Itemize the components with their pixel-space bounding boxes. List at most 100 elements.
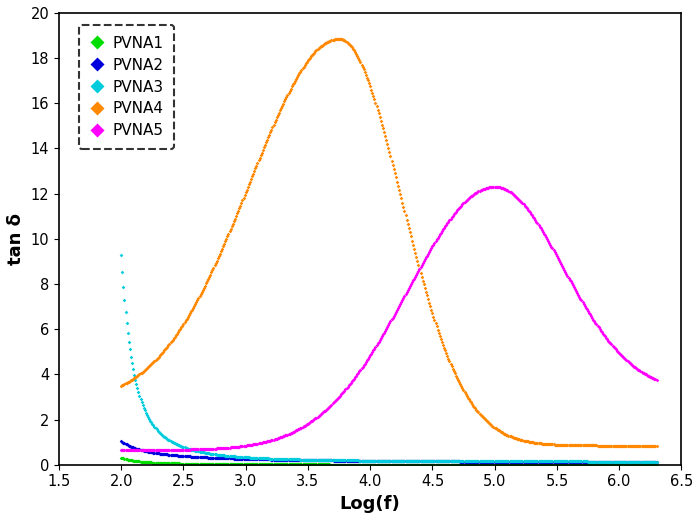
PVNA5	[546, 242, 557, 251]
PVNA4	[480, 415, 491, 424]
PVNA5	[552, 254, 564, 262]
PVNA2	[398, 457, 409, 465]
PVNA1	[136, 458, 147, 466]
PVNA4	[125, 376, 136, 384]
PVNA3	[284, 455, 295, 463]
PVNA3	[454, 457, 466, 465]
PVNA1	[321, 460, 332, 469]
PVNA1	[610, 461, 622, 469]
PVNA3	[304, 456, 316, 464]
PVNA2	[123, 441, 134, 450]
PVNA2	[639, 458, 650, 466]
PVNA1	[482, 461, 493, 469]
PVNA2	[383, 457, 394, 465]
PVNA4	[255, 151, 266, 160]
PVNA2	[120, 440, 131, 448]
PVNA5	[573, 291, 584, 299]
PVNA2	[266, 456, 277, 464]
PVNA3	[399, 457, 410, 465]
PVNA1	[196, 460, 207, 468]
PVNA1	[518, 461, 529, 469]
PVNA2	[595, 458, 606, 466]
PVNA1	[160, 459, 171, 467]
PVNA2	[436, 457, 447, 465]
PVNA2	[584, 458, 596, 466]
PVNA5	[297, 423, 308, 431]
PVNA4	[445, 360, 456, 368]
PVNA3	[611, 458, 622, 466]
PVNA5	[413, 267, 424, 275]
PVNA1	[470, 461, 482, 469]
PVNA4	[148, 358, 159, 366]
PVNA1	[346, 460, 358, 469]
PVNA2	[369, 457, 380, 465]
PVNA5	[294, 425, 305, 433]
PVNA3	[127, 365, 139, 373]
PVNA2	[579, 458, 590, 466]
PVNA1	[302, 460, 314, 469]
PVNA2	[349, 457, 360, 465]
PVNA3	[533, 457, 544, 465]
PVNA3	[212, 450, 223, 459]
PVNA1	[323, 460, 334, 469]
PVNA2	[323, 456, 334, 464]
PVNA4	[268, 121, 279, 129]
PVNA5	[444, 216, 455, 224]
PVNA1	[190, 460, 202, 468]
PVNA2	[281, 456, 292, 464]
PVNA5	[206, 445, 218, 453]
PVNA3	[389, 457, 400, 465]
PVNA5	[611, 346, 622, 355]
PVNA2	[500, 458, 511, 466]
PVNA2	[578, 458, 589, 466]
PVNA1	[282, 460, 293, 469]
PVNA1	[619, 461, 630, 469]
PVNA5	[558, 264, 569, 272]
PVNA3	[645, 458, 657, 466]
PVNA3	[510, 457, 521, 465]
PVNA3	[553, 457, 564, 465]
PVNA3	[296, 456, 307, 464]
PVNA3	[228, 452, 239, 461]
PVNA1	[337, 460, 349, 469]
PVNA1	[535, 461, 546, 469]
PVNA2	[484, 458, 496, 466]
PVNA1	[470, 461, 481, 469]
PVNA1	[269, 460, 280, 469]
PVNA4	[546, 440, 557, 449]
PVNA3	[438, 457, 449, 465]
PVNA2	[337, 457, 348, 465]
PVNA2	[650, 458, 661, 466]
PVNA3	[531, 457, 542, 465]
PVNA5	[319, 406, 330, 414]
PVNA1	[218, 460, 230, 469]
PVNA2	[223, 454, 234, 462]
PVNA1	[391, 460, 402, 469]
PVNA5	[505, 188, 516, 197]
PVNA5	[643, 372, 655, 381]
PVNA1	[531, 461, 542, 469]
PVNA1	[266, 460, 277, 469]
PVNA5	[232, 443, 243, 451]
PVNA2	[218, 454, 230, 462]
PVNA1	[480, 461, 491, 469]
PVNA4	[237, 196, 248, 204]
PVNA3	[272, 454, 284, 463]
PVNA2	[597, 458, 608, 466]
PVNA1	[548, 461, 559, 469]
PVNA4	[458, 386, 469, 395]
PVNA1	[246, 460, 258, 469]
PVNA3	[571, 457, 582, 465]
PVNA2	[131, 445, 142, 453]
PVNA2	[445, 457, 456, 465]
PVNA4	[139, 366, 150, 374]
PVNA2	[258, 455, 270, 463]
PVNA4	[246, 175, 257, 183]
PVNA2	[500, 458, 512, 466]
PVNA2	[238, 454, 249, 463]
PVNA2	[199, 453, 211, 461]
PVNA4	[434, 332, 445, 340]
PVNA4	[466, 400, 477, 408]
PVNA2	[351, 457, 362, 465]
PVNA4	[335, 35, 346, 43]
